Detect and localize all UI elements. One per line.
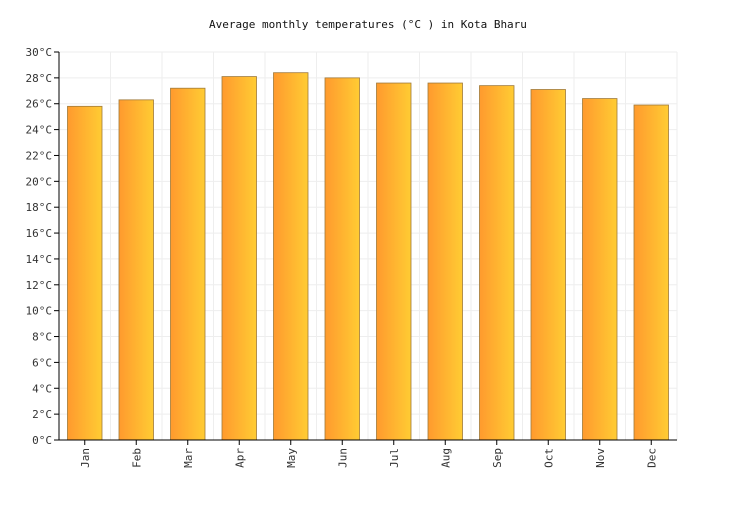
x-tick-label: Oct — [542, 448, 555, 468]
bar-mar[interactable] — [170, 87, 206, 441]
x-tick-label: Jan — [79, 448, 92, 468]
y-tick-label: 4°C — [32, 382, 52, 395]
bar-jun[interactable] — [324, 77, 360, 441]
y-tick-label: 0°C — [32, 434, 52, 447]
x-tick-label: Aug — [439, 448, 452, 468]
y-tick-label: 28°C — [26, 72, 53, 85]
x-tick-label: Jun — [336, 448, 349, 468]
bar-oct[interactable] — [530, 89, 566, 441]
chart-title: Average monthly temperatures (°C ) in Ko… — [209, 18, 527, 31]
y-tick-label: 6°C — [32, 356, 52, 369]
bar-may[interactable] — [273, 72, 309, 441]
bar-apr[interactable] — [221, 76, 257, 441]
bars-layer — [67, 72, 669, 441]
x-tick-label: Sep — [491, 448, 504, 468]
bar-sep[interactable] — [479, 85, 515, 441]
y-tick-label: 18°C — [26, 201, 53, 214]
x-tick-label: Nov — [594, 448, 607, 468]
y-tick-label: 10°C — [26, 305, 53, 318]
bar-jul[interactable] — [376, 82, 412, 441]
bar-feb[interactable] — [118, 99, 154, 441]
x-tick-label: Feb — [130, 448, 143, 468]
bar-jan[interactable] — [67, 105, 103, 441]
x-tick-label: Dec — [645, 448, 658, 468]
bar-dec[interactable] — [633, 104, 669, 441]
y-tick-label: 14°C — [26, 253, 53, 266]
y-tick-label: 20°C — [26, 175, 53, 188]
labels-layer: 0°C 2°C 4°C 6°C 8°C 10°C 12°C 14°C 16°C 18°C 20°C 2… — [26, 46, 659, 468]
y-tick-label: 26°C — [26, 98, 53, 111]
grid-layer — [58, 51, 678, 441]
x-tick-label: Jul — [388, 448, 401, 468]
y-tick-label: 8°C — [32, 331, 52, 344]
bar-aug[interactable] — [427, 82, 463, 441]
y-tick-label: 2°C — [32, 408, 52, 421]
y-tick-label: 12°C — [26, 279, 53, 292]
x-tick-label: May — [285, 448, 298, 468]
axis-layer — [54, 51, 677, 445]
y-tick-label: 22°C — [26, 149, 53, 162]
y-tick-label: 30°C — [26, 46, 53, 59]
y-tick-label: 16°C — [26, 227, 53, 240]
y-tick-label: 24°C — [26, 124, 53, 137]
x-tick-label: Mar — [182, 448, 195, 468]
x-tick-label: Apr — [233, 448, 246, 468]
bar-nov[interactable] — [582, 98, 618, 441]
